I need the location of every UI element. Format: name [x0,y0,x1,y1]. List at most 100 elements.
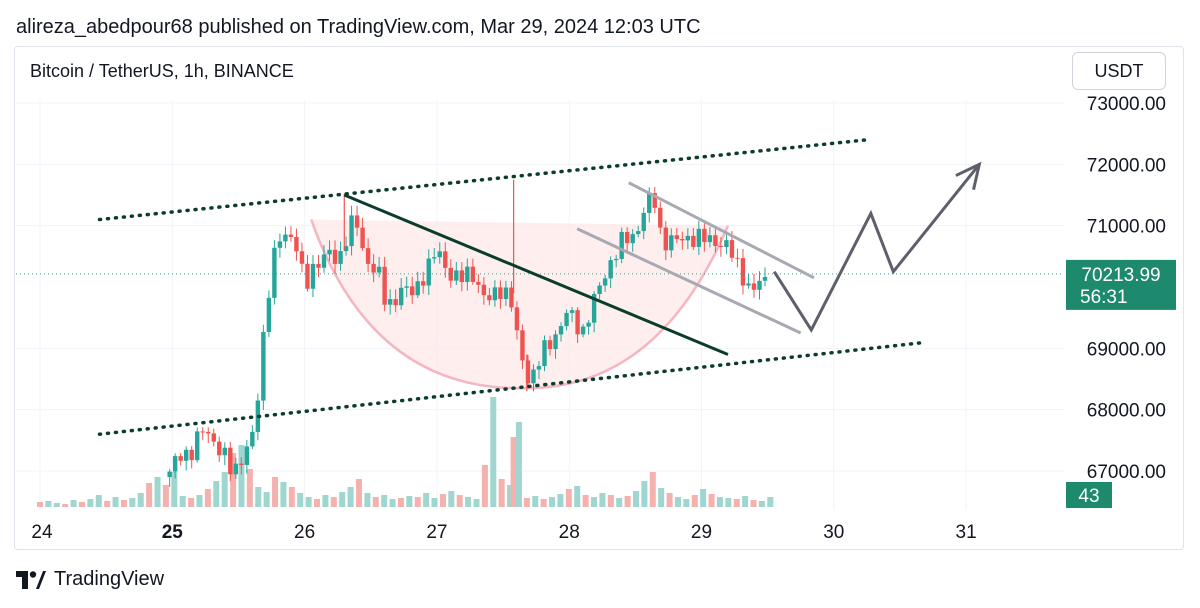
x-tick-label: 24 [31,522,53,543]
volume-bar [549,497,556,507]
volume-bar [120,500,127,507]
candle-body [327,249,332,255]
projection-arrowhead [955,161,982,191]
volume-bar [632,491,639,507]
candle-body [272,247,277,298]
x-tick-label: 30 [823,522,844,543]
volume-bar [272,477,279,507]
volume-bar [616,498,623,507]
currency-button[interactable]: USDT [1072,52,1166,90]
candle-body [757,280,762,290]
volume-bar [230,453,237,507]
volume-bar [574,486,581,507]
projection-path[interactable] [772,163,981,333]
volume-bar [213,481,220,507]
candle-body [718,245,724,247]
candle-body [663,227,668,251]
volume-bar [649,472,656,507]
volume-bar [95,495,102,507]
upper-channel-line[interactable] [97,138,869,222]
x-tick-label: 28 [559,522,580,543]
y-tick-label: 72000.00 [1087,155,1166,176]
candle-body [448,267,453,281]
x-tick-label: 29 [691,522,712,543]
candle-body [239,463,244,465]
volume-bar [255,487,262,507]
candle-body [371,263,376,273]
cup-fill [311,219,728,389]
descending-trendline[interactable] [343,193,729,356]
candle-body [740,258,746,286]
candle-body [514,307,520,331]
candle-body [299,251,305,264]
volume-bar [674,497,681,507]
wedge-top-line[interactable] [628,181,815,280]
candle-body [415,281,420,296]
y-tick-label: 69000.00 [1087,339,1166,360]
candle-body [498,287,503,299]
candle-body [310,263,316,289]
candle-body [432,257,437,259]
volume-bar [53,503,60,507]
volume-bar [750,500,757,507]
candle-body [228,447,233,475]
x-tick-label: 25 [162,522,184,543]
wedge-bottom-line[interactable] [576,227,802,335]
candle-body [305,263,310,289]
volume-bar [431,498,438,507]
candle-body [558,326,564,335]
candle-body [751,283,757,290]
volume-bar [221,472,228,507]
volume-bar [87,499,94,507]
footer-brand: TradingView [54,568,165,590]
candle-body [564,312,569,327]
volume-badge [1066,482,1112,508]
candle-body [713,235,718,246]
candle-body [647,193,652,213]
volume-bar [112,497,119,507]
volume-bar [557,494,564,507]
volume-bar [372,497,379,507]
volume-bar [137,493,144,507]
candle-body [233,463,239,475]
candle-body [746,283,751,286]
volume-bar [347,487,354,507]
volume-bar [565,489,572,507]
candle-body [167,471,172,478]
candle-body [476,281,481,285]
volume-bar [397,498,404,507]
candlesticks [167,179,768,487]
volume-bar [45,501,52,507]
volume-bar [523,498,530,507]
candle-body [250,431,255,447]
drawings [16,138,1064,436]
volume-bar [510,437,517,507]
candle-body [536,366,542,370]
footer: TradingView [16,568,164,591]
volume-bar [700,489,707,507]
tradingview-logo-icon [16,570,46,589]
symbol-info: Bitcoin / TetherUS, 1h, BINANCE [30,61,294,81]
volume-bar [355,479,362,507]
lower-channel-line[interactable] [97,340,929,436]
candle-body [680,239,685,241]
candle-body [459,270,465,282]
candle-body [354,215,360,228]
y-tick-label: 67000.00 [1087,462,1166,483]
volume-bar [658,488,665,507]
candle-body [421,281,426,286]
volume-bar [104,501,111,507]
candle-body [652,193,657,208]
candle-body [211,433,216,442]
candle-body [613,258,619,261]
y-tick-label: 73000.00 [1087,94,1166,115]
volume-bar [129,498,136,507]
publish-info: alireza_abedpour68 published on TradingV… [16,16,701,38]
candle-body [569,310,575,313]
candle-body [547,340,553,350]
current-price-badge [1066,259,1176,310]
candle-body [602,278,608,286]
volume-bar [725,498,732,507]
volume-bar [582,495,589,507]
